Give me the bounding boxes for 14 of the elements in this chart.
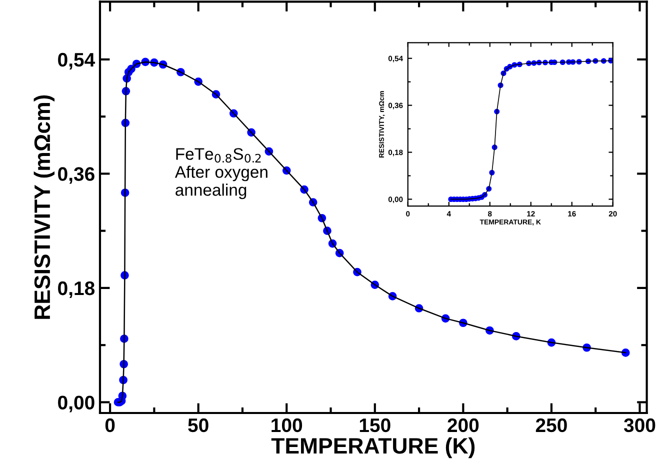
x-tick-label: 100 — [272, 418, 302, 432]
y-tick-label: 0,36 — [58, 167, 94, 184]
x-tick-label: 250 — [536, 418, 567, 432]
x-tick-label: 300 — [624, 418, 656, 432]
x-tick-label: 0 — [105, 418, 115, 432]
x-tick-label: 150 — [360, 418, 390, 432]
x-tick-label: 200 — [448, 418, 479, 432]
y-axis-title: RESISTIVITY (mΩcm) — [34, 95, 55, 319]
x-axis-title: TEMPERATURE (K) — [271, 437, 475, 458]
y-tick-label: 0,54 — [58, 52, 96, 70]
y-tick-label: 0,18 — [58, 281, 95, 298]
y-tick-label: 0,00 — [58, 396, 94, 412]
annotation: FeTe$_{0.8}$S$_{0.2}$ After oxygen annealing — [174, 148, 268, 200]
x-tick-label: 50 — [188, 418, 208, 432]
